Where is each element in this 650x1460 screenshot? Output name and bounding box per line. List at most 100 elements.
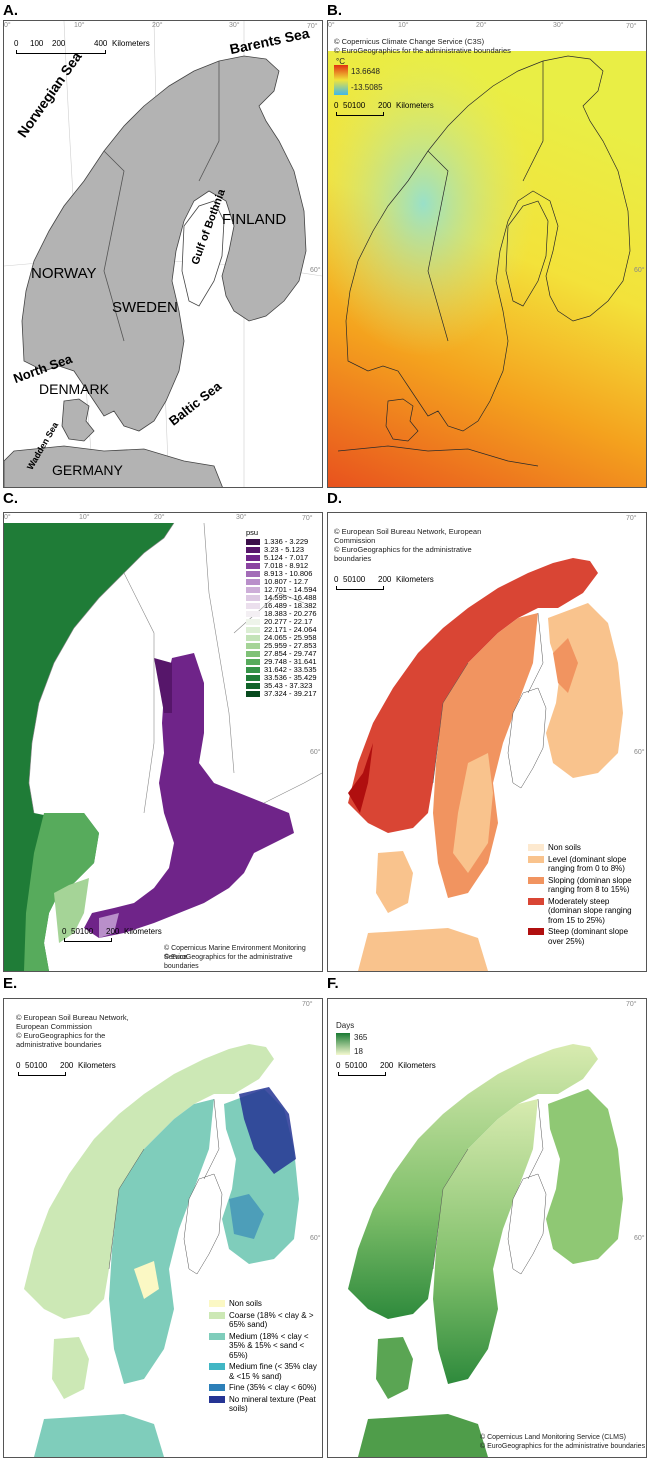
legend-label: Coarse (18% < clay & > 65% sand): [229, 1310, 314, 1330]
panel-f-letter: F.: [327, 975, 339, 992]
graticule-label: 70°: [302, 515, 313, 522]
panel-d-map: © European Soil Bureau Network, European…: [327, 512, 647, 972]
legend-swatch: [246, 683, 260, 689]
legend-swatch: [246, 643, 260, 649]
credit-text: © Copernicus Land Monitoring Service (CL…: [480, 1434, 626, 1441]
legend-label: 24.065 - 25.958: [264, 633, 317, 642]
country-label: DENMARK: [39, 381, 110, 397]
legend-label: 25.959 - 27.853: [264, 641, 317, 650]
legend-swatch: [246, 651, 260, 657]
panel-b-letter: B.: [327, 2, 342, 19]
scale-tick: 200: [380, 1061, 394, 1070]
legend-swatch: [246, 547, 260, 553]
legend-item: 18.383 - 20.276: [246, 610, 317, 618]
scale-tick: 50100: [343, 101, 366, 110]
legend-label: 12.701 - 14.594: [264, 585, 317, 594]
graticule-label: 70°: [302, 1001, 313, 1008]
graticule-label: 60°: [634, 1235, 645, 1242]
graticule-label: 30°: [229, 22, 240, 29]
legend-label: 5.124 - 7.017: [264, 553, 309, 562]
legend-item: 37.324 - 39.217: [246, 690, 317, 698]
legend-swatch: [246, 635, 260, 641]
legend-unit: °C: [336, 57, 345, 66]
graticule-label: 60°: [634, 267, 645, 274]
scale-unit: Kilometers: [124, 927, 162, 936]
country-label: FINLAND: [222, 211, 287, 228]
scale-bar: 0 100 200 400 Kilometers: [14, 39, 164, 61]
scale-line: [18, 1072, 66, 1076]
scale-unit: Kilometers: [398, 1061, 436, 1070]
legend-item: 16.489 - 18.382: [246, 602, 317, 610]
country-label: NORWAY: [31, 265, 97, 282]
legend-label: Non soils: [548, 843, 581, 852]
scale-tick: 400: [94, 39, 108, 48]
graticule-label: 0°: [4, 514, 11, 521]
credit-text: European Commission: [16, 1022, 92, 1031]
legend-item: 8.913 - 10.806: [246, 570, 317, 578]
graticule-label: 60°: [310, 749, 321, 756]
legend-item: 5.124 - 7.017: [246, 554, 317, 562]
graticule-label: 70°: [626, 515, 637, 522]
legend-swatch: [209, 1384, 225, 1391]
legend-label: 14.595 - 16.488: [264, 593, 317, 602]
legend-swatch: [528, 855, 544, 863]
legend-item: 31.642 - 33.535: [246, 666, 317, 674]
legend-swatch: [246, 571, 260, 577]
legend-swatch: [209, 1311, 225, 1319]
scale-tick: 200: [106, 927, 120, 936]
legend-item: Medium fine (< 35% clay & <15 % sand): [209, 1362, 319, 1381]
legend-swatch: [246, 611, 260, 617]
scale-line: [16, 50, 106, 54]
scale-unit: Kilometers: [396, 101, 434, 110]
legend-item: Fine (35% < clay < 60%): [209, 1383, 319, 1393]
legend-swatch: [246, 691, 260, 697]
credit-text: boundaries: [334, 554, 372, 563]
panel-a-svg: [4, 21, 322, 487]
legend-min: -13.5085: [351, 83, 383, 92]
legend-swatch: [528, 844, 544, 851]
legend-label: 1.336 - 3.229: [264, 537, 309, 546]
panel-c-map: 0° 10° 20° 30° 70° 60° psu 1.336 - 3.229…: [3, 512, 323, 972]
graticule-label: 70°: [307, 23, 318, 30]
legend-swatch: [246, 667, 260, 673]
scale-bar: 0 50100 200 Kilometers: [62, 927, 212, 949]
scale-unit: Kilometers: [396, 575, 434, 584]
graticule-label: 60°: [634, 749, 645, 756]
legend-item: Sloping (dominan slope ranging from 8 to…: [528, 876, 643, 895]
legend-swatch: [246, 555, 260, 561]
slope-legend: Non soils Level (dominant slope ranging f…: [528, 843, 643, 948]
legend-item: 10.807 - 12.7: [246, 578, 317, 586]
legend-item: 33.536 - 35.429: [246, 674, 317, 682]
legend-swatch: [528, 876, 544, 884]
legend-label: 37.324 - 39.217: [264, 689, 317, 698]
graticule-label: 10°: [398, 22, 409, 29]
legend-item: 29.748 - 31.641: [246, 658, 317, 666]
panel-d-letter: D.: [327, 490, 342, 507]
legend-swatch: [209, 1332, 225, 1340]
legend-item: 27.854 - 29.747: [246, 650, 317, 658]
legend-item: 3.23 - 5.123: [246, 546, 317, 554]
legend-label: 31.642 - 33.535: [264, 665, 317, 674]
scale-tick: 50100: [25, 1061, 48, 1070]
scale-bar: 0 50100 200 Kilometers: [16, 1061, 166, 1083]
credit-text: © Copernicus Climate Change Service (C3S…: [334, 37, 485, 46]
legend-unit: Days: [336, 1021, 355, 1030]
legend-swatch: [246, 563, 260, 569]
legend-item: 25.959 - 27.853: [246, 642, 317, 650]
scale-unit: Kilometers: [78, 1061, 116, 1070]
credit-text: © Copernicus Marine Environment Monitori…: [164, 945, 306, 961]
graticule-label: 30°: [553, 22, 564, 29]
panel-c-svg: [4, 513, 322, 971]
scale-tick: 0: [336, 1061, 341, 1070]
credit-text: administrative boundaries: [16, 1040, 102, 1049]
legend-item: 12.701 - 14.594: [246, 586, 317, 594]
panel-a-letter: A.: [3, 2, 18, 19]
legend-swatch: [209, 1300, 225, 1307]
legend-item: Non soils: [209, 1299, 319, 1309]
legend-max: 13.6648: [351, 67, 380, 76]
legend-item: 14.595 - 16.488: [246, 594, 317, 602]
scale-tick: 0: [62, 927, 67, 936]
legend-swatch: [246, 627, 260, 633]
graticule-label: 0°: [328, 22, 335, 29]
graticule-label: 60°: [310, 1235, 321, 1242]
